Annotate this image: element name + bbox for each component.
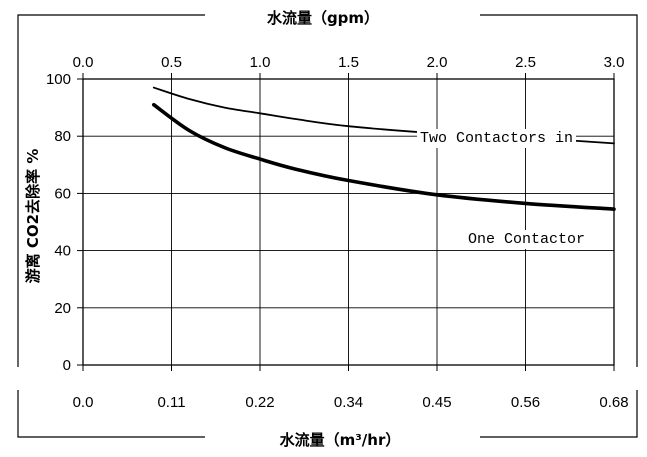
top-tick-label: 3.0: [604, 54, 625, 71]
bottom-axis-title: 水流量（m³/hr）: [280, 431, 401, 449]
bottom-tick-label: 0.0: [73, 394, 94, 411]
outer-frame-top-left: [17, 14, 205, 367]
series-label-one-contactor: One Contactor: [468, 231, 585, 248]
bottom-tick-label: 0.11: [157, 394, 185, 411]
outer-frame-bottom-left: [17, 390, 205, 438]
grid-lines: [77, 73, 615, 371]
top-tick-label: 2.5: [515, 54, 536, 71]
y-tick-label: 0: [63, 357, 71, 374]
bottom-tick-label: 0.56: [511, 394, 540, 411]
top-tick-label: 0.0: [73, 54, 94, 71]
tick-labels: 0.0 0.5 1.0 1.5 2.0 2.5 3.0 0.0 0.11 0.22 0.34 0.45…: [46, 54, 629, 411]
top-axis-title: 水流量（gpm）: [267, 9, 379, 27]
bottom-tick-label: 0.34: [334, 394, 363, 411]
y-tick-label: 100: [46, 71, 71, 88]
bottom-tick-label: 0.68: [599, 394, 628, 411]
series-labels: Two Contactors in One Contactor: [416, 129, 588, 249]
series-line-one-contactor: [152, 102, 616, 211]
top-tick-label: 1.5: [338, 54, 359, 71]
series-label-background: [464, 230, 588, 249]
y-axis-title: 游离 CO2去除率 %: [24, 149, 42, 284]
outer-frame-bottom-right: [480, 390, 638, 438]
outer-frame-top-right: [480, 14, 638, 367]
top-tick-label: 1.0: [250, 54, 271, 71]
outer-frame: [17, 14, 638, 438]
plot-area-border: [82, 78, 615, 366]
y-tick-label: 20: [54, 300, 71, 317]
series-lines: [152, 86, 616, 211]
series-label-two-contactors-in: Two Contactors in: [420, 130, 573, 147]
y-tick-label: 80: [54, 128, 71, 145]
series-label-background: [416, 129, 576, 148]
bottom-tick-label: 0.22: [245, 394, 274, 411]
y-tick-label: 40: [54, 243, 71, 260]
y-tick-label: 60: [54, 185, 71, 202]
top-tick-label: 0.5: [161, 54, 182, 71]
top-tick-label: 2.0: [427, 54, 448, 71]
bottom-tick-label: 0.45: [422, 394, 451, 411]
